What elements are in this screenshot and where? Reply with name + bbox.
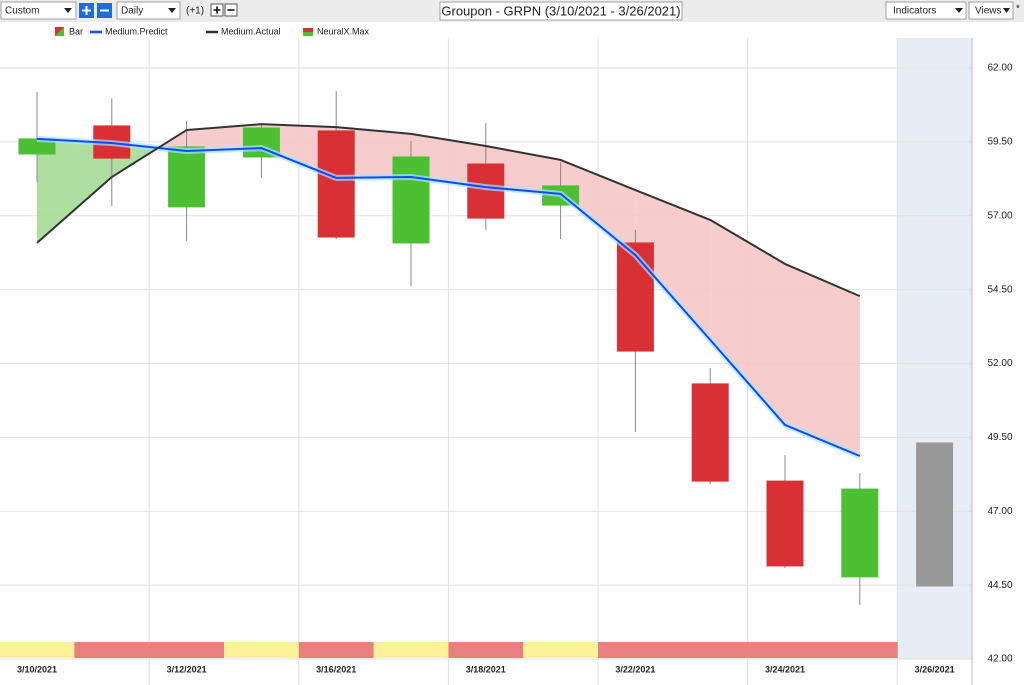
series-line (36, 137, 861, 457)
interval-dropdown[interactable]: Custom (0, 1, 77, 20)
signal-cell (523, 642, 599, 658)
interval-value: Custom (5, 6, 39, 17)
divergence-fill (485, 146, 561, 194)
divergence-fill (261, 124, 337, 178)
y-tick-label: 62.00 (987, 63, 1012, 74)
signal-cell (373, 642, 449, 658)
legend-label: Bar (69, 26, 83, 36)
y-tick-label: 52.00 (987, 358, 1012, 369)
x-tick-label: 3/24/2021 (765, 664, 805, 674)
legend-label: Medium.Actual (221, 26, 281, 36)
candle-body (691, 383, 729, 482)
series-line (36, 123, 861, 298)
signal-cell (598, 642, 674, 658)
signal-cell (298, 642, 375, 658)
y-tick-label: 44.50 (987, 580, 1012, 591)
x-tick-label: 3/18/2021 (466, 664, 506, 674)
indicators-dropdown[interactable]: Indicators (885, 1, 967, 20)
y-tick-label: 54.50 (987, 284, 1012, 295)
signal-cell (0, 642, 75, 658)
signal-cell (822, 642, 898, 658)
period-value: Daily (121, 6, 143, 17)
period-dropdown[interactable]: Daily (116, 1, 181, 20)
candle-body (616, 242, 654, 352)
indicators-label: Indicators (893, 6, 936, 17)
signal-cell (149, 642, 225, 658)
y-tick-label: 49.50 (987, 432, 1012, 443)
legend-swatch (55, 27, 64, 36)
chart-title: Groupon - GRPN (3/10/2021 - 3/26/2021) (441, 3, 680, 18)
signal-cell (74, 642, 150, 658)
offset-label: (+1) (186, 6, 204, 17)
x-tick-label: 3/16/2021 (316, 664, 356, 674)
divergence-fill (186, 124, 262, 152)
divergence-fill (336, 127, 411, 178)
plot-area: 62.00 59.50 57.00 54.50 52.00 49.50 47.00 44.50… (0, 26, 1013, 685)
x-tick-label: 3/10/2021 (17, 664, 57, 674)
legend: Bar Medium.Predict Medium.Actual NeuralX.Ma… (55, 26, 370, 36)
legend-label: Medium.Predict (105, 26, 168, 36)
candle-body (766, 480, 804, 567)
zoom-out-button[interactable] (97, 3, 112, 18)
title-box (439, 1, 683, 21)
signal-cell (672, 642, 749, 658)
views-dropdown[interactable]: Views (968, 1, 1014, 20)
legend-label: NeuralX.Max (317, 26, 370, 36)
x-tick-label: 3/12/2021 (167, 664, 207, 674)
divergence-fill (635, 190, 711, 340)
offset-plus-button[interactable] (210, 3, 224, 17)
divergence-fill (37, 138, 112, 243)
x-tick-label: 3/22/2021 (615, 664, 655, 674)
signal-cell (224, 642, 300, 658)
candle-body (168, 146, 206, 208)
candle-body (317, 130, 355, 238)
candle-body (916, 442, 954, 587)
y-tick-label: 57.00 (987, 210, 1012, 221)
legend-swatch (303, 32, 313, 36)
divergence-fill (411, 133, 486, 188)
zoom-in-button[interactable] (79, 3, 94, 18)
views-marker: * (1016, 4, 1020, 15)
signal-cell (747, 642, 823, 658)
divergence-fill (560, 159, 636, 256)
legend-swatch (303, 28, 313, 32)
y-tick-label: 59.50 (987, 137, 1012, 148)
views-label: Views (975, 6, 1002, 17)
candle-body (841, 488, 879, 578)
offset-minus-button[interactable] (224, 3, 238, 17)
candle-body (392, 156, 430, 244)
y-tick-label: 47.00 (987, 506, 1012, 517)
y-tick-label: 42.00 (987, 654, 1012, 665)
signal-cell (448, 642, 524, 658)
x-tick-label: 3/26/2021 (915, 664, 955, 674)
divergence-fill (710, 219, 785, 425)
divergence-fill (785, 263, 860, 456)
